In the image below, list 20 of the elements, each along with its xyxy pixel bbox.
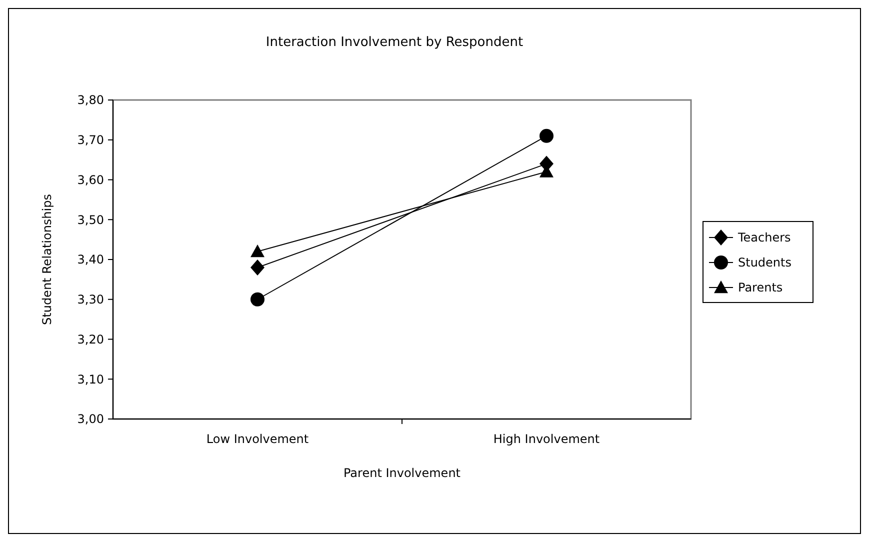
- y-tick-label: 3,60: [77, 172, 104, 187]
- chart-title: Interaction Involvement by Respondent: [266, 35, 524, 50]
- y-tick-label: 3,30: [77, 292, 104, 307]
- y-tick-label: 3,50: [77, 212, 104, 227]
- y-tick-label: 3,10: [77, 372, 104, 386]
- y-tick-label: 3,40: [77, 252, 104, 267]
- x-tick-label: Low Involvement: [206, 432, 309, 446]
- point: [540, 128, 554, 143]
- legend-label: Teachers: [737, 230, 791, 245]
- x-axis-title: Parent Involvement: [343, 466, 461, 480]
- y-tick-label: 3,80: [77, 93, 104, 108]
- y-tick-label: 3,00: [77, 412, 104, 426]
- x-tick-label: High Involvement: [493, 432, 600, 446]
- legend-label: Students: [738, 256, 792, 270]
- y-axis-title: Student Relationships: [40, 194, 54, 325]
- point: [250, 259, 264, 276]
- y-tick-label: 3,20: [77, 332, 104, 346]
- legend-label: Parents: [738, 280, 783, 295]
- y-tick-label: 3,70: [77, 133, 104, 148]
- point: [250, 292, 264, 306]
